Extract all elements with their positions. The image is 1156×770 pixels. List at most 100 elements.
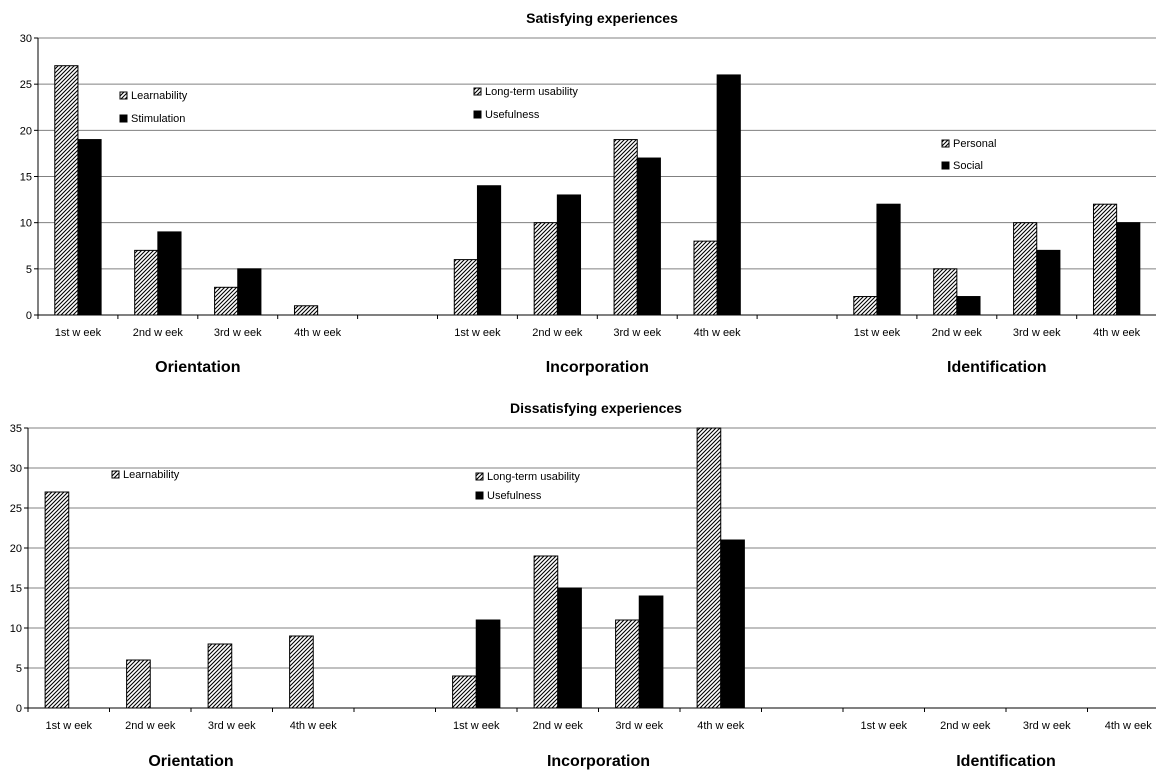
satisfying-legend-swatch: [473, 87, 482, 96]
satisfying-bar: [214, 286, 239, 316]
satisfying-category-label: 3rd w eek: [613, 327, 661, 339]
dissatisfying-category-label: 4th w eek: [1105, 720, 1153, 732]
satisfying-plot-area: 0 5 10 15 20 25 30 1st w eek 2nd w eek 3rd w eek 4…: [20, 33, 1156, 376]
dissatisfying-group-label: Identification: [956, 753, 1056, 770]
satisfying-category-label: 2nd w eek: [133, 327, 184, 339]
satisfying-bar: [237, 268, 262, 316]
satisfying-category-label: 3rd w eek: [214, 327, 262, 339]
satisfying-bar: [1116, 222, 1141, 316]
satisfying-chart: Satisfying experiences 0 5 10 15 20 25 30 1st w…: [20, 10, 1156, 376]
dissatisfying-bar: [638, 595, 664, 709]
satisfying-legend-label: Learnability: [131, 90, 188, 102]
satisfying-legend-swatch: [941, 139, 950, 148]
satisfying-legend-swatch: [119, 114, 128, 123]
dissatisfying-plot-area: 0 5 10 15 20 25 30 35 1st w eek 2nd w eek 3rd w ee…: [10, 423, 1156, 770]
satisfying-category-label: 4th w eek: [294, 327, 342, 339]
dissatisfying-legend-label: Usefulness: [487, 490, 542, 502]
dissatisfying-bar: [475, 619, 501, 709]
dissatisfying-bar: [615, 619, 640, 709]
dissatisfying-category-label: 3rd w eek: [1023, 720, 1071, 732]
satisfying-group-label: Identification: [947, 359, 1047, 376]
satisfying-y-tick-label: 25: [20, 79, 32, 91]
dissatisfying-category-label: 3rd w eek: [615, 720, 663, 732]
satisfying-bar: [556, 194, 582, 316]
satisfying-bar: [613, 139, 638, 316]
satisfying-bar: [693, 240, 718, 316]
satisfying-legend-swatch: [941, 161, 950, 170]
dissatisfying-category-label: 1st w eek: [453, 720, 500, 732]
dissatisfying-legend-swatch: [475, 491, 484, 500]
dissatisfying-category-label: 3rd w eek: [208, 720, 256, 732]
satisfying-bar: [1013, 222, 1038, 316]
dissatisfying-y-tick-label: 5: [16, 663, 22, 675]
satisfying-legend-label: Social: [953, 160, 983, 172]
satisfying-bar: [134, 249, 159, 316]
satisfying-legend-label: Usefulness: [485, 109, 540, 121]
satisfying-bar: [293, 305, 319, 316]
satisfying-bar: [933, 268, 958, 316]
dissatisfying-y-tick-label: 25: [10, 503, 22, 515]
dissatisfying-bar: [720, 539, 745, 709]
satisfying-category-label: 2nd w eek: [532, 327, 583, 339]
satisfying-title: Satisfying experiences: [526, 10, 678, 26]
dissatisfying-category-label: 2nd w eek: [940, 720, 991, 732]
satisfying-bar: [77, 139, 102, 316]
satisfying-bar: [54, 65, 79, 316]
dissatisfying-y-tick-label: 0: [16, 703, 22, 715]
dissatisfying-category-label: 1st w eek: [46, 720, 93, 732]
satisfying-legend-label: Long-term usability: [485, 86, 578, 98]
dissatisfying-bar: [126, 659, 151, 709]
dissatisfying-y-tick-label: 15: [10, 583, 22, 595]
dissatisfying-title: Dissatisfying experiences: [510, 400, 682, 416]
dissatisfying-bar: [44, 491, 70, 709]
dissatisfying-y-tick-label: 35: [10, 423, 22, 435]
satisfying-bar: [453, 259, 478, 316]
dissatisfying-legend-label: Learnability: [123, 469, 180, 481]
dissatisfying-category-label: 2nd w eek: [125, 720, 176, 732]
satisfying-bar: [956, 296, 981, 316]
satisfying-category-label: 2nd w eek: [932, 327, 983, 339]
satisfying-legend-swatch: [119, 91, 128, 100]
satisfying-bar: [1036, 249, 1061, 316]
dissatisfying-category-label: 4th w eek: [290, 720, 338, 732]
dissatisfying-y-tick-label: 30: [10, 463, 22, 475]
dissatisfying-bar: [452, 675, 477, 709]
dissatisfying-group-label: Orientation: [148, 753, 233, 770]
satisfying-category-label: 4th w eek: [694, 327, 742, 339]
dissatisfying-chart: Dissatisfying experiences 0 5 10 15 20 25 30 35…: [10, 400, 1156, 770]
satisfying-y-tick-label: 10: [20, 218, 32, 230]
satisfying-category-label: 3rd w eek: [1013, 327, 1061, 339]
satisfying-group-label: Incorporation: [546, 359, 649, 376]
satisfying-bar: [853, 296, 878, 316]
satisfying-bar: [636, 157, 661, 316]
dissatisfying-legend-swatch: [475, 472, 484, 481]
dissatisfying-bar: [207, 643, 233, 709]
satisfying-bar: [876, 203, 901, 316]
satisfying-legend-label: Personal: [953, 138, 996, 150]
satisfying-legend-swatch: [473, 110, 482, 119]
satisfying-category-label: 1st w eek: [854, 327, 901, 339]
satisfying-category-label: 4th w eek: [1093, 327, 1141, 339]
dissatisfying-bar: [557, 587, 582, 709]
satisfying-y-tick-label: 5: [26, 264, 32, 276]
satisfying-category-label: 1st w eek: [454, 327, 501, 339]
dissatisfying-legend-label: Long-term usability: [487, 471, 580, 483]
satisfying-y-tick-label: 0: [26, 310, 32, 322]
satisfying-bar: [157, 231, 182, 316]
dissatisfying-category-label: 1st w eek: [861, 720, 908, 732]
satisfying-bar: [476, 185, 502, 316]
satisfying-y-tick-label: 30: [20, 33, 32, 45]
dissatisfying-bar: [533, 555, 559, 709]
dissatisfying-y-tick-label: 20: [10, 543, 22, 555]
satisfying-y-tick-label: 15: [20, 172, 32, 184]
satisfying-category-label: 1st w eek: [55, 327, 102, 339]
dissatisfying-y-tick-label: 10: [10, 623, 22, 635]
satisfying-legend-label: Stimulation: [131, 113, 185, 125]
dissatisfying-category-label: 4th w eek: [697, 720, 745, 732]
dissatisfying-bar: [289, 635, 314, 709]
satisfying-group-label: Orientation: [155, 359, 240, 376]
satisfying-bar: [533, 222, 558, 316]
satisfying-bar: [716, 74, 741, 316]
satisfying-bar: [1092, 203, 1118, 316]
